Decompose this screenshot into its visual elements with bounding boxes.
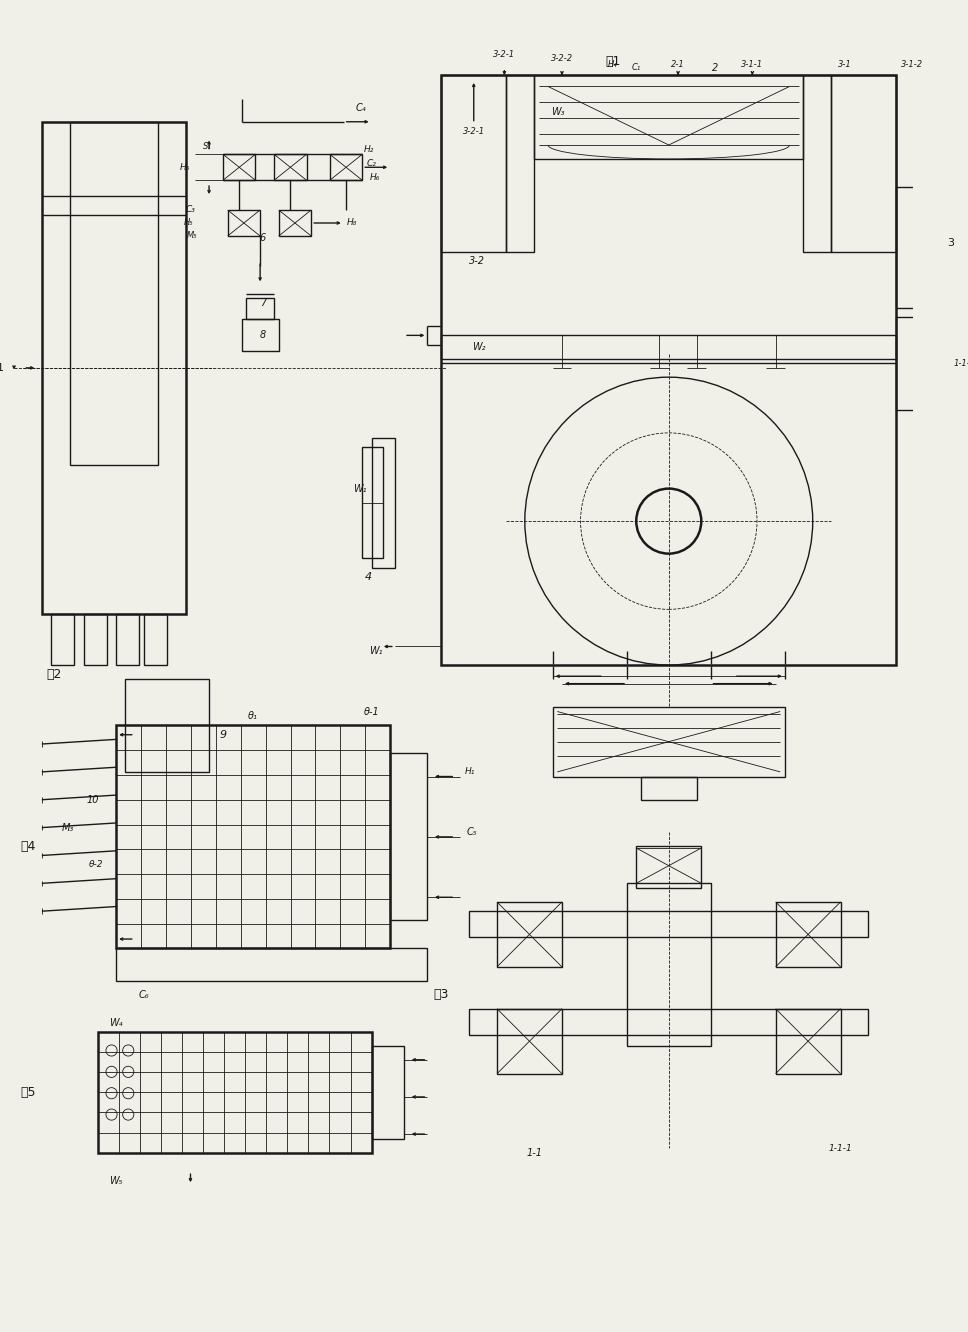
Text: 8: 8 bbox=[259, 330, 266, 341]
Bar bbox=[70, 121, 158, 465]
Text: C₂: C₂ bbox=[367, 159, 377, 168]
Text: M₅: M₅ bbox=[187, 232, 197, 241]
Text: H₆: H₆ bbox=[370, 173, 380, 182]
Text: C₆: C₆ bbox=[138, 990, 149, 1000]
Text: H₁: H₁ bbox=[465, 767, 475, 777]
Bar bbox=[469, 1008, 868, 1035]
Bar bbox=[534, 76, 803, 159]
Text: 2-1: 2-1 bbox=[671, 60, 685, 69]
Bar bbox=[497, 1008, 562, 1074]
Bar bbox=[497, 902, 562, 967]
Bar bbox=[641, 777, 697, 799]
Text: C₁: C₁ bbox=[632, 64, 641, 72]
Text: 4: 4 bbox=[365, 571, 372, 582]
Text: 3-1-1: 3-1-1 bbox=[741, 60, 764, 69]
Text: 9: 9 bbox=[220, 730, 227, 739]
Text: 3-2-2: 3-2-2 bbox=[551, 55, 573, 63]
Bar bbox=[51, 614, 75, 665]
Text: 1-1-1: 1-1-1 bbox=[953, 358, 968, 368]
Text: C₄: C₄ bbox=[355, 103, 366, 113]
Text: 10: 10 bbox=[87, 795, 99, 805]
Bar bbox=[246, 298, 274, 318]
Bar bbox=[116, 948, 427, 980]
Bar bbox=[896, 317, 933, 410]
Bar bbox=[636, 848, 701, 883]
Bar bbox=[933, 336, 953, 392]
Text: 3-1-2: 3-1-2 bbox=[901, 60, 923, 69]
Text: θ₁: θ₁ bbox=[248, 711, 257, 721]
Bar bbox=[242, 318, 279, 352]
Text: 3-2-1: 3-2-1 bbox=[494, 51, 515, 60]
Bar bbox=[441, 336, 896, 358]
Bar bbox=[144, 614, 167, 665]
Text: H₅: H₅ bbox=[180, 163, 191, 172]
Text: W₄: W₄ bbox=[109, 1018, 123, 1027]
Text: H₄: H₄ bbox=[608, 60, 618, 69]
Text: W₅: W₅ bbox=[109, 1176, 123, 1185]
Text: 图5: 图5 bbox=[20, 1086, 36, 1099]
Text: 3-2: 3-2 bbox=[469, 256, 485, 266]
Bar bbox=[83, 614, 106, 665]
Bar bbox=[390, 754, 427, 920]
Bar bbox=[924, 210, 941, 284]
Bar bbox=[553, 707, 785, 777]
Text: 6: 6 bbox=[259, 233, 266, 242]
Text: W₃: W₃ bbox=[551, 108, 564, 117]
Text: 3: 3 bbox=[948, 237, 954, 248]
Bar bbox=[42, 121, 186, 614]
Text: 3-1: 3-1 bbox=[838, 60, 852, 69]
Bar bbox=[279, 210, 311, 236]
Bar bbox=[775, 902, 840, 967]
Bar bbox=[330, 155, 362, 180]
Text: C₅: C₅ bbox=[467, 827, 477, 838]
Bar bbox=[627, 883, 711, 1046]
Text: 图1: 图1 bbox=[605, 55, 620, 68]
Bar bbox=[469, 911, 868, 938]
Text: H₈: H₈ bbox=[347, 218, 357, 228]
Bar bbox=[896, 186, 924, 308]
Bar bbox=[506, 76, 534, 252]
Text: 图3: 图3 bbox=[434, 988, 449, 1002]
Bar bbox=[116, 614, 139, 665]
Bar bbox=[116, 726, 390, 948]
Text: 1-1: 1-1 bbox=[526, 1148, 542, 1158]
Text: W₂: W₂ bbox=[471, 341, 485, 352]
Bar bbox=[636, 846, 701, 888]
Text: C₃: C₃ bbox=[185, 205, 196, 214]
Text: 3-2-1: 3-2-1 bbox=[463, 127, 485, 136]
Text: M₃: M₃ bbox=[62, 823, 75, 832]
Text: W₁: W₁ bbox=[353, 484, 367, 494]
Bar bbox=[775, 1008, 840, 1074]
Bar bbox=[441, 76, 506, 252]
Text: H₂: H₂ bbox=[364, 145, 375, 155]
Bar bbox=[441, 76, 896, 665]
Text: θ-1: θ-1 bbox=[364, 706, 379, 717]
Text: 7: 7 bbox=[259, 298, 266, 308]
Bar bbox=[98, 1032, 372, 1152]
Text: 图2: 图2 bbox=[46, 667, 62, 681]
Bar bbox=[227, 210, 260, 236]
Bar bbox=[832, 76, 896, 252]
Bar bbox=[803, 76, 832, 252]
Bar bbox=[372, 1046, 404, 1139]
Bar bbox=[372, 437, 395, 567]
Text: 图4: 图4 bbox=[20, 839, 36, 852]
Bar bbox=[126, 679, 209, 771]
Bar bbox=[362, 446, 382, 558]
Text: θ-2: θ-2 bbox=[88, 860, 103, 870]
Text: S₁: S₁ bbox=[203, 143, 212, 152]
Text: W₁: W₁ bbox=[370, 646, 383, 657]
Bar bbox=[223, 155, 256, 180]
Text: 2: 2 bbox=[712, 63, 718, 73]
Text: 1: 1 bbox=[0, 362, 4, 373]
Bar bbox=[274, 155, 307, 180]
Text: H₅: H₅ bbox=[184, 218, 194, 228]
Text: 1-1-1: 1-1-1 bbox=[829, 1143, 853, 1152]
